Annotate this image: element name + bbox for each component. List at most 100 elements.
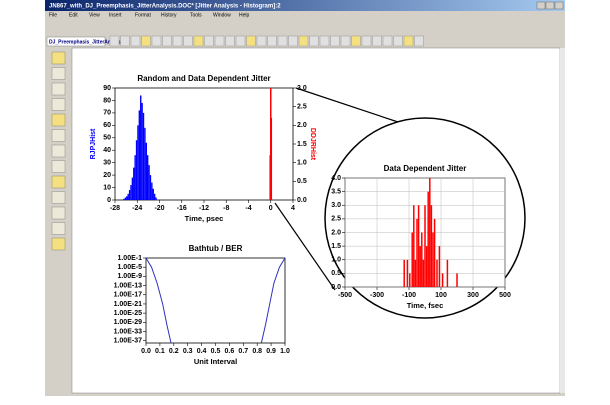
tool-button[interactable] bbox=[162, 35, 172, 47]
y-tick-label: 30 bbox=[103, 160, 111, 167]
tool-button[interactable] bbox=[361, 35, 372, 47]
side-tool[interactable] bbox=[51, 51, 66, 65]
side-tool[interactable] bbox=[51, 175, 66, 189]
dropdown[interactable] bbox=[46, 36, 106, 47]
tool-button[interactable] bbox=[277, 35, 288, 47]
maximize[interactable] bbox=[545, 1, 555, 10]
side-tool[interactable] bbox=[51, 206, 66, 220]
tool-button[interactable] bbox=[267, 35, 277, 47]
menu-item[interactable]: Window bbox=[213, 12, 231, 18]
tool-button[interactable] bbox=[204, 35, 214, 47]
y-tick-label: 1.00E-25 bbox=[114, 310, 143, 317]
histogram-bar bbox=[134, 155, 136, 200]
tool-button[interactable] bbox=[172, 35, 183, 47]
y-tick-label: 2.0 bbox=[331, 229, 341, 236]
side-tool[interactable] bbox=[51, 98, 66, 111]
y-tick-label: 80 bbox=[103, 97, 111, 104]
x-tick-label: -4 bbox=[245, 205, 251, 212]
x-tick-label: -8 bbox=[223, 205, 229, 212]
y-tick-label: 3.0 bbox=[331, 202, 341, 209]
tool-button[interactable] bbox=[151, 35, 162, 47]
y-tick-label: 1.00E-29 bbox=[114, 319, 143, 326]
tool-button[interactable] bbox=[403, 35, 414, 47]
side-tool[interactable] bbox=[51, 67, 66, 80]
y2-tick-label: 3.0 bbox=[297, 85, 307, 92]
y-tick-label: 20 bbox=[103, 172, 111, 179]
menu-item[interactable]: Help bbox=[239, 12, 250, 18]
side-tool[interactable] bbox=[51, 144, 66, 158]
close[interactable] bbox=[554, 1, 564, 10]
side-tool[interactable] bbox=[51, 113, 66, 127]
y-tick-label: 1.00E-33 bbox=[114, 328, 143, 335]
tool-button[interactable] bbox=[183, 35, 193, 47]
histogram-bar bbox=[138, 110, 141, 200]
side-tool[interactable] bbox=[51, 222, 66, 235]
menu-item[interactable]: Tools bbox=[190, 12, 202, 18]
side-tool[interactable] bbox=[51, 82, 66, 96]
menu-item[interactable]: Format bbox=[135, 12, 151, 18]
y2-tick-label: 0.5 bbox=[297, 178, 307, 185]
title-bar bbox=[45, 0, 565, 11]
tool-button[interactable] bbox=[340, 35, 351, 47]
tool-button[interactable] bbox=[193, 35, 204, 47]
side-tool[interactable] bbox=[51, 160, 66, 173]
menu-item[interactable]: File bbox=[49, 12, 57, 18]
histogram-bar bbox=[146, 155, 149, 200]
tool-button[interactable] bbox=[330, 35, 340, 47]
side-tools bbox=[51, 51, 66, 251]
y2-tick-label: 1.0 bbox=[297, 160, 307, 167]
tool-button[interactable] bbox=[288, 35, 298, 47]
zoom-line bbox=[295, 87, 399, 123]
y-tick-label: 1.5 bbox=[331, 243, 341, 250]
tool-button[interactable] bbox=[246, 35, 256, 47]
side-tool[interactable] bbox=[51, 191, 66, 204]
tool-button[interactable] bbox=[141, 35, 151, 47]
scrollbar[interactable] bbox=[560, 48, 565, 393]
minimize[interactable] bbox=[536, 1, 546, 10]
tool-button[interactable] bbox=[109, 35, 120, 47]
x-tick-label: -20 bbox=[154, 205, 164, 212]
y-tick-label: 1.00E-37 bbox=[114, 338, 143, 345]
tool-button[interactable] bbox=[235, 35, 246, 47]
histogram-bar bbox=[133, 167, 135, 200]
tool-button[interactable] bbox=[225, 35, 235, 47]
tool-button[interactable] bbox=[393, 35, 403, 47]
side-tool[interactable] bbox=[51, 237, 66, 251]
tool-button[interactable] bbox=[130, 35, 141, 47]
x-tick-label: 100 bbox=[435, 292, 447, 299]
menu-item[interactable]: History bbox=[161, 12, 177, 18]
histogram-bar bbox=[145, 142, 147, 200]
tool-button[interactable] bbox=[351, 35, 361, 47]
x-axis-label: Time, fsec bbox=[407, 301, 444, 310]
y-tick-label: 1.00E-5 bbox=[117, 264, 142, 271]
window-title: JN867_with_DJ_Preemphasis_JitterAnalysis… bbox=[49, 4, 281, 10]
window-controls[interactable] bbox=[536, 1, 564, 10]
x-axis-label: Time, psec bbox=[185, 214, 224, 223]
histogram-bar bbox=[124, 197, 127, 200]
tool-button[interactable] bbox=[120, 35, 130, 47]
tool-button[interactable] bbox=[319, 35, 330, 47]
menu-item[interactable]: Edit bbox=[69, 12, 78, 18]
tool-button[interactable] bbox=[382, 35, 393, 47]
chart-title: Bathtub / BER bbox=[189, 244, 243, 253]
menu-item[interactable]: View bbox=[89, 12, 100, 18]
side-tool[interactable] bbox=[51, 129, 66, 142]
tool-button[interactable] bbox=[256, 35, 267, 47]
y-tick-label: 4.0 bbox=[331, 175, 341, 182]
tool-button[interactable] bbox=[214, 35, 225, 47]
menu-item[interactable]: Insert bbox=[109, 12, 122, 18]
tool-button[interactable] bbox=[372, 35, 382, 47]
x-tick-label: 0.9 bbox=[266, 348, 276, 355]
x-tick-label: 0.4 bbox=[197, 348, 207, 355]
tool-button[interactable] bbox=[298, 35, 309, 47]
menu-bar: File Edit View Insert Format History Tools Wind… bbox=[49, 12, 250, 18]
histogram-bar bbox=[142, 112, 145, 200]
histogram-bar bbox=[153, 193, 156, 200]
y-axis-label: RJPJHist bbox=[90, 128, 97, 159]
tool-button[interactable] bbox=[414, 35, 424, 47]
x-tick-label: -28 bbox=[110, 205, 120, 212]
x-tick-label: 4 bbox=[291, 205, 295, 212]
y-tick-label: 0.5 bbox=[331, 270, 341, 277]
tool-button[interactable] bbox=[309, 35, 319, 47]
histogram-bar bbox=[141, 102, 143, 200]
